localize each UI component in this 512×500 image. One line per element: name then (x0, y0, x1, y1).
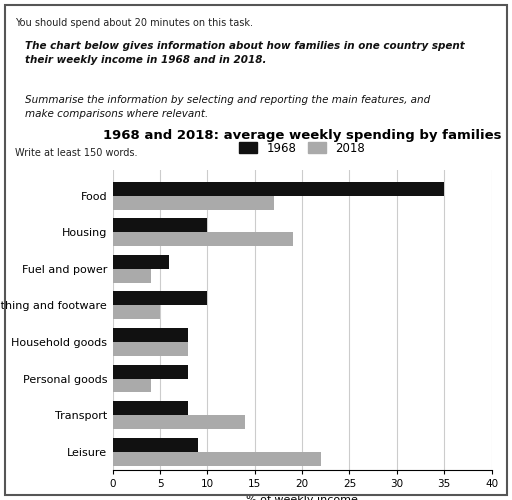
Text: The chart below gives information about how families in one country spent
their : The chart below gives information about … (25, 42, 465, 65)
Bar (113, 378, 151, 392)
Bar (113, 269, 151, 282)
Legend: 1968, 2018: 1968, 2018 (234, 137, 370, 160)
X-axis label: % of weekly income: % of weekly income (246, 494, 358, 500)
Bar (113, 232, 293, 246)
Bar (113, 452, 321, 466)
Text: Summarise the information by selecting and reporting the main features, and
make: Summarise the information by selecting a… (25, 95, 430, 119)
Text: You should spend about 20 minutes on this task.: You should spend about 20 minutes on thi… (15, 18, 253, 28)
Bar (113, 415, 245, 429)
Bar (113, 255, 169, 269)
Bar (113, 218, 207, 232)
Bar (113, 292, 207, 306)
Bar (113, 306, 160, 320)
Text: Write at least 150 words.: Write at least 150 words. (15, 148, 138, 158)
Bar (113, 196, 273, 209)
Title: 1968 and 2018: average weekly spending by families: 1968 and 2018: average weekly spending b… (103, 130, 501, 142)
Bar (113, 328, 188, 342)
Bar (113, 182, 444, 196)
Bar (113, 364, 188, 378)
Bar (113, 438, 198, 452)
Bar (113, 401, 188, 415)
Bar (113, 342, 188, 356)
